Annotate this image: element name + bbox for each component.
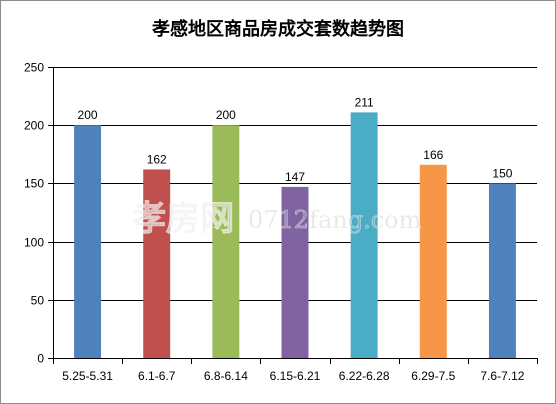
y-tick-label: 150	[24, 177, 44, 191]
data-labels: 200 162 200 147 211 166 150	[78, 95, 513, 183]
watermark: 孝房网 0712fang.com	[132, 199, 422, 240]
data-label: 200	[78, 108, 98, 122]
bar-3	[212, 125, 240, 358]
data-label: 162	[147, 152, 167, 166]
y-tick-label: 50	[31, 294, 45, 308]
y-tick-label: 0	[37, 352, 44, 366]
bar-2	[143, 169, 171, 358]
x-tick-label: 7.6-7.12	[480, 369, 524, 383]
watermark-url: 0712fang.com	[248, 206, 422, 234]
x-tick-label: 6.8-6.14	[204, 369, 248, 383]
x-tick-label: 6.29-7.5	[411, 369, 455, 383]
bar-5	[350, 112, 378, 359]
data-label: 147	[285, 170, 305, 184]
y-tick-label: 200	[24, 119, 44, 133]
x-tick-label: 6.15-6.21	[270, 369, 321, 383]
x-tick-label: 6.1-6.7	[138, 369, 176, 383]
x-tick-label: 6.22-6.28	[339, 369, 390, 383]
x-tick-label: 5.25-5.31	[62, 369, 113, 383]
watermark-logo: 孝房网	[132, 199, 234, 239]
data-label: 211	[355, 95, 374, 109]
data-label: 150	[492, 166, 512, 180]
axes: 0 50 100 150 200 250 5.25-5.31 6.1-6.7 6.8-6.14 6…	[24, 61, 538, 383]
bar-7	[488, 183, 516, 358]
chart-title: 孝感地区商品房成交套数趋势图	[151, 18, 404, 40]
bar-1	[74, 125, 102, 358]
data-label: 200	[216, 108, 236, 122]
bars	[74, 112, 516, 359]
y-tick-label: 250	[24, 61, 44, 75]
bar-4	[281, 186, 309, 358]
data-label: 166	[423, 148, 443, 162]
bar-6	[419, 164, 447, 358]
y-tick-label: 100	[24, 236, 44, 250]
